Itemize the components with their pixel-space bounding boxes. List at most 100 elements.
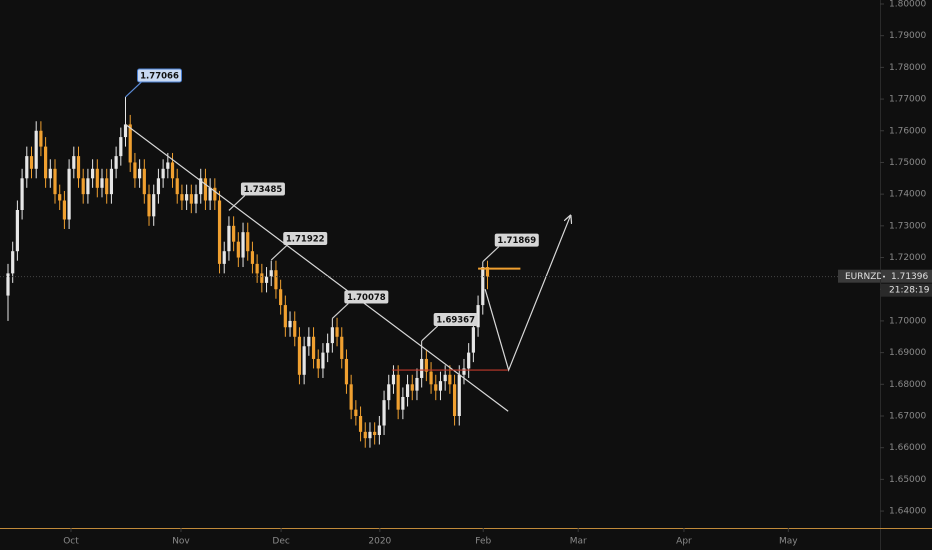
x-tick-label: Feb [475, 537, 491, 547]
candle-body [382, 400, 386, 426]
note-box [433, 312, 478, 326]
candle-body [250, 251, 255, 264]
y-tick-label: 1.67000 [889, 411, 926, 421]
y-tick-label: 1.73000 [889, 221, 926, 231]
candle-body [170, 162, 175, 179]
last-price-label: 1.71396 [891, 272, 928, 282]
candle-body [142, 168, 146, 195]
candle-body [420, 358, 424, 378]
candle-body [401, 396, 405, 410]
x-tick-label: Mar [570, 537, 587, 547]
candle-body [297, 336, 302, 375]
candle-body [6, 273, 10, 296]
x-tick-label: Dec [272, 537, 289, 547]
candle-body [471, 327, 475, 353]
note-box [283, 232, 328, 246]
candle-body [481, 267, 485, 306]
candle-body [161, 168, 165, 179]
candle-body [274, 270, 278, 290]
y-tick-label: 1.77000 [889, 95, 926, 105]
candle-body [123, 124, 128, 138]
candle-body [358, 415, 363, 432]
candle-body [326, 343, 330, 353]
y-tick-label: 1.68000 [889, 380, 926, 390]
note-box [240, 182, 285, 196]
candle-body [91, 168, 95, 179]
candle-body [189, 194, 193, 204]
candle-body [405, 384, 410, 397]
candle-body [152, 194, 156, 217]
candle-body [485, 267, 490, 277]
candle-body [180, 194, 184, 201]
drawing-line [125, 123, 509, 412]
note-pointer [331, 303, 349, 319]
candle-body [457, 374, 461, 416]
candle-body [260, 273, 264, 283]
candle-body [86, 178, 90, 195]
candle-body [293, 320, 297, 337]
countdown-label: 21:28:19 [889, 286, 930, 296]
note-label: 1.73485 [244, 185, 283, 195]
candle-body [199, 178, 203, 195]
candle-body [95, 168, 99, 188]
candle-body [307, 336, 311, 347]
y-tick-label: 1.78000 [889, 63, 926, 73]
y-tick-label: 1.72000 [889, 253, 926, 263]
candle-body [340, 336, 344, 359]
candle-body [39, 130, 43, 147]
note-label: 1.69367 [436, 315, 475, 325]
price-note: 1.70078 [331, 290, 389, 319]
candle-body [213, 187, 217, 201]
candle-body [279, 289, 283, 306]
y-tick-label: 1.74000 [889, 190, 926, 200]
candle-body [222, 251, 226, 264]
candle-body [147, 194, 151, 217]
candle-body [391, 374, 396, 385]
candle-body [43, 146, 48, 179]
price-note: 1.69367 [421, 312, 478, 342]
candle-body [269, 270, 273, 277]
candle-body [208, 187, 212, 201]
candle-body [452, 384, 457, 416]
note-pointer [482, 246, 500, 263]
x-tick-label: May [779, 537, 798, 547]
candle-body [377, 425, 381, 436]
candle-body [227, 225, 231, 252]
candle-body [424, 358, 428, 372]
y-tick-label: 1.65000 [889, 475, 926, 485]
y-tick-label: 1.69000 [889, 348, 926, 358]
note-label: 1.70078 [347, 293, 386, 303]
note-label: 1.77066 [140, 71, 179, 81]
candle-body [448, 374, 452, 385]
candle-body [29, 156, 34, 169]
price-note: 1.77066 [125, 68, 183, 98]
note-label: 1.71869 [497, 236, 536, 246]
candle-body [344, 358, 349, 385]
drawing-line [484, 216, 570, 372]
candle-body [373, 431, 377, 436]
candle-body [354, 409, 358, 416]
candle-body [67, 168, 71, 220]
candle-body [128, 124, 132, 163]
note-pointer [125, 81, 142, 98]
countdown-box [881, 283, 932, 297]
candle-body [194, 194, 198, 204]
note-box [494, 233, 539, 247]
candle-body [114, 156, 118, 169]
candle-body [316, 358, 320, 369]
candle-body [236, 241, 240, 258]
candle-body [119, 137, 123, 157]
candle-body [15, 209, 19, 252]
separator-dot [883, 275, 885, 278]
candle-body [410, 384, 414, 391]
price-note: 1.71922 [270, 232, 328, 261]
price-note: 1.71869 [482, 233, 539, 263]
candle-body [415, 377, 419, 391]
note-pointer [270, 244, 288, 261]
candle-body [311, 336, 316, 359]
candle-body [48, 168, 52, 179]
candle-body [232, 225, 236, 242]
y-tick-label: 1.75000 [889, 158, 926, 168]
candle-body [396, 374, 400, 410]
y-tick-label: 1.70000 [889, 316, 926, 326]
